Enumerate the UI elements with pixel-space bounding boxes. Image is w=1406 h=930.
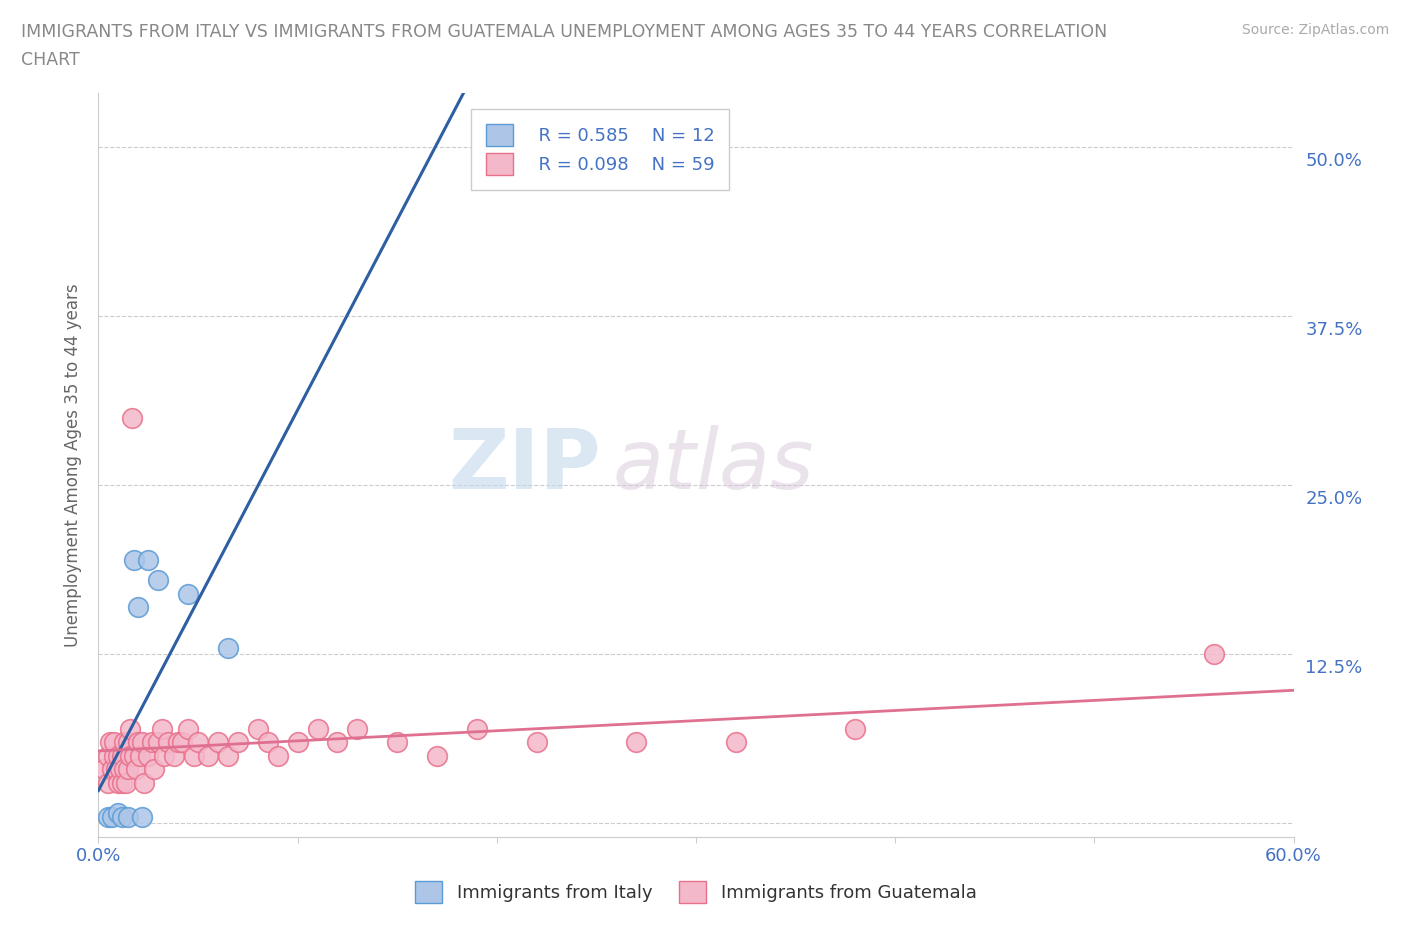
Point (1202, 647, 1225, 662)
Point (112, 735, 135, 750)
Point (624, 735, 647, 750)
Point (131, 735, 153, 750)
Point (117, 735, 139, 750)
Point (125, 762, 148, 777)
Point (465, 722, 488, 737)
Point (127, 735, 149, 750)
Point (110, 762, 132, 777)
Text: 37.5%: 37.5% (1305, 321, 1362, 339)
Point (101, 809, 124, 824)
Point (167, 735, 190, 750)
Point (177, 722, 200, 737)
Point (163, 749, 186, 764)
Point (105, 762, 128, 777)
Point (121, 410, 143, 425)
Point (287, 735, 309, 750)
Point (197, 749, 219, 764)
Point (526, 735, 548, 750)
Point (107, 749, 129, 764)
Point (150, 722, 173, 737)
Text: IMMIGRANTS FROM ITALY VS IMMIGRANTS FROM GUATEMALA UNEMPLOYMENT AMONG AGES 35 TO: IMMIGRANTS FROM ITALY VS IMMIGRANTS FROM… (21, 23, 1108, 41)
Point (148, 735, 170, 750)
Point (134, 776, 156, 790)
Point (115, 776, 138, 790)
Point (120, 722, 142, 737)
Point (97, 776, 120, 790)
Point (124, 749, 146, 764)
Point (307, 722, 329, 737)
Point (183, 749, 205, 764)
Point (127, 600, 149, 615)
Point (217, 749, 239, 764)
Point (112, 762, 135, 777)
Point (131, 809, 153, 824)
Point (117, 762, 139, 777)
Point (326, 735, 349, 750)
Point (107, 805, 129, 820)
Text: ZIP: ZIP (449, 424, 600, 506)
Point (226, 735, 249, 750)
Point (103, 735, 125, 750)
Text: Source: ZipAtlas.com: Source: ZipAtlas.com (1241, 23, 1389, 37)
Point (217, 640, 239, 655)
Point (117, 809, 139, 824)
Point (136, 749, 159, 764)
Point (101, 762, 124, 777)
Point (129, 749, 152, 764)
Point (98, 735, 122, 750)
Point (124, 552, 146, 567)
Point (120, 749, 142, 764)
Text: 50.0%: 50.0% (1305, 152, 1362, 169)
Point (111, 776, 134, 790)
Point (111, 809, 134, 824)
Point (148, 573, 170, 588)
Point (844, 722, 866, 737)
Point (385, 735, 409, 750)
Point (724, 735, 747, 750)
Point (107, 776, 129, 790)
Point (172, 735, 194, 750)
Point (141, 735, 163, 750)
Point (246, 722, 269, 737)
Point (207, 735, 229, 750)
Point (346, 722, 368, 737)
Legend: Immigrants from Italy, Immigrants from Guatemala: Immigrants from Italy, Immigrants from G… (401, 867, 991, 917)
Text: atlas: atlas (612, 424, 814, 506)
Point (157, 735, 180, 750)
Point (426, 749, 449, 764)
Point (97, 809, 120, 824)
Text: CHART: CHART (21, 51, 80, 69)
Point (256, 735, 278, 750)
Point (103, 749, 125, 764)
Text: 12.5%: 12.5% (1305, 659, 1362, 677)
Point (143, 762, 166, 777)
Point (136, 552, 159, 567)
Point (93, 762, 115, 777)
Text: 25.0%: 25.0% (1305, 490, 1362, 508)
Point (153, 749, 176, 764)
Y-axis label: Unemployment Among Ages 35 to 44 years: Unemployment Among Ages 35 to 44 years (65, 284, 83, 646)
Point (97, 749, 120, 764)
Point (267, 749, 290, 764)
Point (177, 586, 200, 601)
Point (187, 735, 209, 750)
Point (111, 749, 134, 764)
